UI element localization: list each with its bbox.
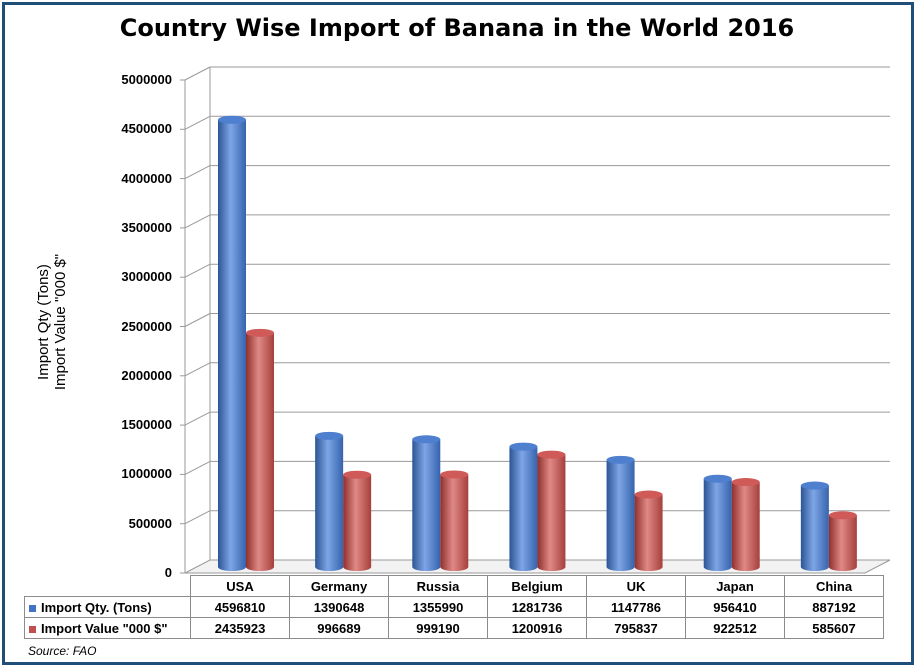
bar-series2-usa-body	[246, 332, 274, 571]
data-label-series2: 795837	[586, 617, 686, 639]
bar-series2-belgium-cap	[537, 450, 566, 459]
data-label-series1: 956410	[685, 596, 785, 618]
gridline-slant	[184, 313, 211, 327]
y-tick-label: 1000000	[121, 466, 172, 482]
bar-series2-japan-cap	[731, 478, 760, 487]
x-category-label: UK	[586, 575, 686, 597]
y-tick-label: 2500000	[121, 318, 172, 334]
bar-series1-japan-body	[703, 478, 732, 571]
y-tick-label: 4500000	[121, 121, 172, 137]
bar-series2-usa	[246, 328, 274, 571]
y-tick-label: 3000000	[121, 269, 172, 285]
bar-series1-germany-cap	[315, 431, 344, 440]
x-category-label: Germany	[289, 575, 389, 597]
bar-series2-germany-body	[343, 474, 372, 571]
gridline-slant	[184, 263, 211, 278]
legend-series2: Import Value "000 $"	[24, 617, 191, 639]
y-tick-label: 1500000	[121, 417, 172, 433]
bar-series2-china-body	[828, 515, 857, 571]
data-table-row-series2: Import Value "000 $" 2435923 996689 999190…	[24, 617, 884, 639]
y-tick-label: 0	[164, 565, 172, 580]
x-category-label: Russia	[388, 575, 488, 597]
bar-series1-belgium	[509, 442, 538, 571]
gridline-slant	[184, 510, 211, 525]
source-note: Source: FAO	[28, 644, 97, 658]
gridline-slant	[184, 411, 211, 426]
bar-series2-japan-body	[731, 482, 760, 571]
bar-series1-usa-cap	[218, 115, 246, 124]
data-label-series1: 887192	[784, 596, 884, 618]
bar-series1-china-body	[800, 485, 829, 571]
x-category-label: USA	[190, 575, 290, 597]
data-label-series1: 1147786	[586, 596, 686, 618]
bar-series1-belgium-body	[509, 446, 538, 571]
data-label-series1: 1355990	[388, 596, 488, 618]
data-label-series2: 585607	[784, 617, 884, 639]
data-label-series2: 996689	[289, 617, 389, 639]
legend-series1: Import Qty. (Tons)	[24, 596, 191, 618]
chart-title: Country Wise Import of Banana in the Wor…	[119, 14, 795, 42]
y-tick-label: 3500000	[121, 219, 172, 235]
gridline-slant	[184, 115, 211, 130]
data-label-series2: 999190	[388, 617, 488, 639]
data-table-header: USA Germany Russia Belgium UK Japan China	[24, 575, 884, 597]
bar-series1-uk-cap	[606, 455, 635, 464]
legend-label-series2: Import Value "000 $"	[41, 620, 168, 636]
data-label-series2: 922512	[685, 617, 785, 639]
legend-label-series1: Import Qty. (Tons)	[41, 599, 152, 615]
y-tick-label: 2000000	[121, 367, 172, 383]
bar-series2-usa-cap	[246, 328, 274, 337]
bar-series1-china-cap	[800, 481, 829, 490]
gridline-slant	[184, 66, 211, 81]
bar-series2-china	[828, 511, 857, 571]
y-tick-label: 4000000	[121, 170, 172, 186]
legend-swatch-series1	[29, 604, 36, 612]
bar-series2-china-cap	[828, 511, 857, 520]
bar-series1-uk-body	[606, 459, 635, 571]
bar-series1-russia	[412, 435, 441, 571]
gridline-slant	[184, 214, 211, 229]
bar-series1-russia-cap	[412, 435, 441, 444]
bar-series1-germany	[315, 431, 344, 571]
gridline-slant	[184, 362, 211, 377]
y-tick-label: 500000	[128, 515, 172, 531]
bar-series2-russia-body	[440, 474, 469, 571]
bar-series1-japan	[703, 474, 732, 571]
data-table-corner	[24, 575, 191, 597]
bar-series2-germany-cap	[343, 470, 372, 479]
bar-series2-belgium	[537, 450, 566, 571]
gridline-slant	[184, 165, 211, 180]
x-category-label: Belgium	[487, 575, 587, 597]
bar-series2-uk-body	[634, 494, 663, 571]
x-category-label: China	[784, 575, 884, 597]
data-table: USA Germany Russia Belgium UK Japan China Impo…	[24, 575, 884, 639]
bar-series1-japan-cap	[703, 474, 732, 483]
bar-series1-uk	[606, 455, 635, 571]
bar-series1-usa-body	[218, 119, 246, 572]
bar-series1-russia-body	[412, 439, 441, 571]
bar-series2-japan	[731, 478, 760, 571]
bar-series1-germany-body	[315, 435, 344, 571]
gridline-slant	[184, 460, 211, 475]
bar-series2-russia	[440, 470, 469, 571]
data-label-series1: 4596810	[190, 596, 290, 618]
data-label-series2: 1200916	[487, 617, 587, 639]
y-tick-labels: 0 500000 1000000 1500000 2000000 2500000 30000…	[72, 0, 172, 665]
data-table-row-series1: Import Qty. (Tons) 4596810 1390648 1355990…	[24, 596, 884, 618]
y-tick-label: 5000000	[121, 72, 172, 87]
data-label-series1: 1390648	[289, 596, 389, 618]
bar-series1-belgium-cap	[509, 442, 538, 451]
bar-series2-belgium-body	[537, 454, 566, 571]
legend-swatch-series2	[29, 625, 36, 633]
data-label-series1: 1281736	[487, 596, 587, 618]
bar-series2-germany	[343, 470, 372, 571]
bar-series1-china	[800, 481, 829, 571]
x-category-label: Japan	[685, 575, 785, 597]
bar-series2-russia-cap	[440, 470, 469, 479]
bar-series2-uk-cap	[634, 490, 663, 499]
bar-series1-usa	[218, 115, 246, 572]
bar-series2-uk	[634, 490, 663, 571]
data-label-series2: 2435923	[190, 617, 290, 639]
